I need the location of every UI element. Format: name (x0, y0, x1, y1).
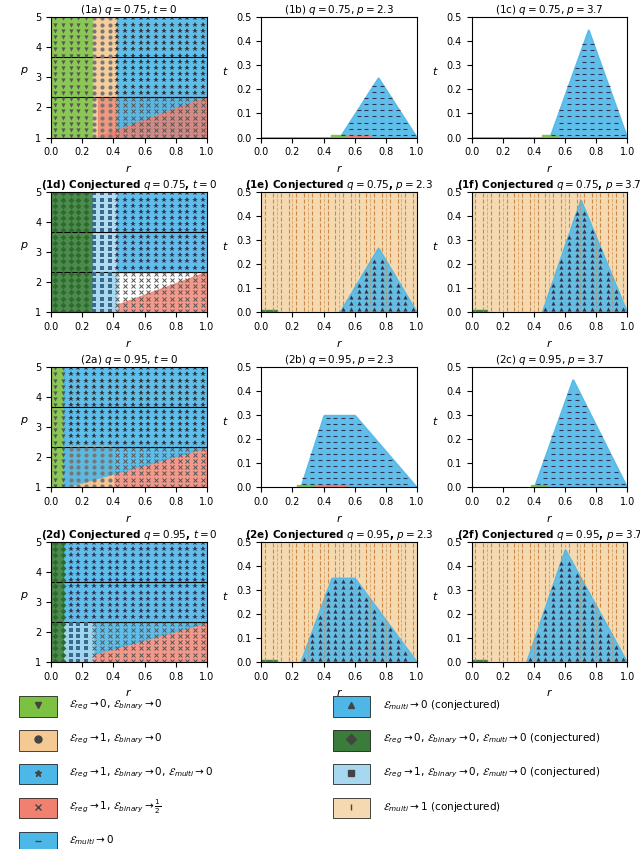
Polygon shape (98, 273, 207, 312)
Polygon shape (98, 98, 207, 138)
Y-axis label: $p$: $p$ (20, 590, 28, 602)
Polygon shape (63, 447, 207, 487)
X-axis label: $r$: $r$ (546, 163, 553, 174)
X-axis label: $r$: $r$ (546, 688, 553, 699)
Title: (1d) Conjectured $q=0.75$, $t=0$: (1d) Conjectured $q=0.75$, $t=0$ (41, 177, 217, 192)
Y-axis label: $t$: $t$ (222, 65, 228, 77)
FancyBboxPatch shape (19, 696, 57, 717)
X-axis label: $r$: $r$ (335, 338, 343, 349)
Text: $\mathcal{E}_{reg}\to 1$, $\mathcal{E}_{binary}\to \frac{1}{2}$: $\mathcal{E}_{reg}\to 1$, $\mathcal{E}_{… (69, 797, 162, 816)
X-axis label: $r$: $r$ (125, 513, 132, 524)
X-axis label: $r$: $r$ (335, 513, 343, 524)
X-axis label: $r$: $r$ (125, 163, 132, 174)
Polygon shape (63, 622, 207, 662)
Text: $\mathcal{E}_{multi}\to 1$ (conjectured): $\mathcal{E}_{multi}\to 1$ (conjectured) (383, 800, 501, 813)
Title: (2f) Conjectured $q=0.95$, $p=3.7$: (2f) Conjectured $q=0.95$, $p=3.7$ (457, 527, 640, 542)
X-axis label: $r$: $r$ (335, 688, 343, 699)
FancyBboxPatch shape (333, 798, 371, 818)
X-axis label: $r$: $r$ (546, 513, 553, 524)
Y-axis label: $p$: $p$ (20, 65, 28, 77)
Y-axis label: $t$: $t$ (432, 590, 438, 602)
Text: $\mathcal{E}_{reg}\to 0$, $\mathcal{E}_{binary}\to 0$: $\mathcal{E}_{reg}\to 0$, $\mathcal{E}_{… (69, 698, 163, 711)
Title: (1a) $q=0.75$, $t=0$: (1a) $q=0.75$, $t=0$ (81, 3, 178, 17)
Text: $\mathcal{E}_{reg}\to 1$, $\mathcal{E}_{binary}\to 0$, $\mathcal{E}_{multi}\to 0: $\mathcal{E}_{reg}\to 1$, $\mathcal{E}_{… (383, 766, 600, 779)
FancyBboxPatch shape (333, 730, 371, 751)
Text: $\mathcal{E}_{reg}\to 1$, $\mathcal{E}_{binary}\to 0$: $\mathcal{E}_{reg}\to 1$, $\mathcal{E}_{… (69, 732, 163, 745)
Y-axis label: $t$: $t$ (432, 415, 438, 427)
Title: (2b) $q=0.95$, $p=2.3$: (2b) $q=0.95$, $p=2.3$ (284, 352, 394, 367)
Text: $\mathcal{E}_{reg}\to 0$, $\mathcal{E}_{binary}\to 0$, $\mathcal{E}_{multi}\to 0: $\mathcal{E}_{reg}\to 0$, $\mathcal{E}_{… (383, 732, 600, 745)
Title: (2e) Conjectured $q=0.95$, $p=2.3$: (2e) Conjectured $q=0.95$, $p=2.3$ (245, 527, 433, 542)
Y-axis label: $t$: $t$ (432, 240, 438, 252)
FancyBboxPatch shape (19, 730, 57, 751)
Text: $\mathcal{E}_{multi}\to 0$ (conjectured): $\mathcal{E}_{multi}\to 0$ (conjectured) (383, 698, 501, 711)
Y-axis label: $p$: $p$ (20, 415, 28, 427)
Y-axis label: $p$: $p$ (20, 240, 28, 252)
FancyBboxPatch shape (19, 764, 57, 784)
Y-axis label: $t$: $t$ (222, 240, 228, 252)
FancyBboxPatch shape (19, 832, 57, 849)
X-axis label: $r$: $r$ (335, 163, 343, 174)
Text: $\mathcal{E}_{reg}\to 1$, $\mathcal{E}_{binary}\to 0$, $\mathcal{E}_{multi}\to 0: $\mathcal{E}_{reg}\to 1$, $\mathcal{E}_{… (69, 766, 214, 779)
Title: (1f) Conjectured $q=0.75$, $p=3.7$: (1f) Conjectured $q=0.75$, $p=3.7$ (457, 177, 640, 192)
FancyBboxPatch shape (19, 798, 57, 818)
Y-axis label: $t$: $t$ (432, 65, 438, 77)
FancyBboxPatch shape (333, 696, 371, 717)
Text: $\mathcal{E}_{multi}\to 0$: $\mathcal{E}_{multi}\to 0$ (69, 834, 115, 847)
Title: (1b) $q=0.75$, $p=2.3$: (1b) $q=0.75$, $p=2.3$ (284, 3, 394, 17)
Y-axis label: $t$: $t$ (222, 415, 228, 427)
Title: (2d) Conjectured $q=0.95$, $t=0$: (2d) Conjectured $q=0.95$, $t=0$ (41, 527, 218, 542)
X-axis label: $r$: $r$ (125, 688, 132, 699)
X-axis label: $r$: $r$ (125, 338, 132, 349)
FancyBboxPatch shape (333, 764, 371, 784)
X-axis label: $r$: $r$ (546, 338, 553, 349)
Title: (2a) $q=0.95$, $t=0$: (2a) $q=0.95$, $t=0$ (80, 352, 178, 367)
Title: (1e) Conjectured $q=0.75$, $p=2.3$: (1e) Conjectured $q=0.75$, $p=2.3$ (245, 177, 433, 192)
Title: (2c) $q=0.95$, $p=3.7$: (2c) $q=0.95$, $p=3.7$ (495, 352, 604, 367)
Y-axis label: $t$: $t$ (222, 590, 228, 602)
Title: (1c) $q=0.75$, $p=3.7$: (1c) $q=0.75$, $p=3.7$ (495, 3, 604, 17)
